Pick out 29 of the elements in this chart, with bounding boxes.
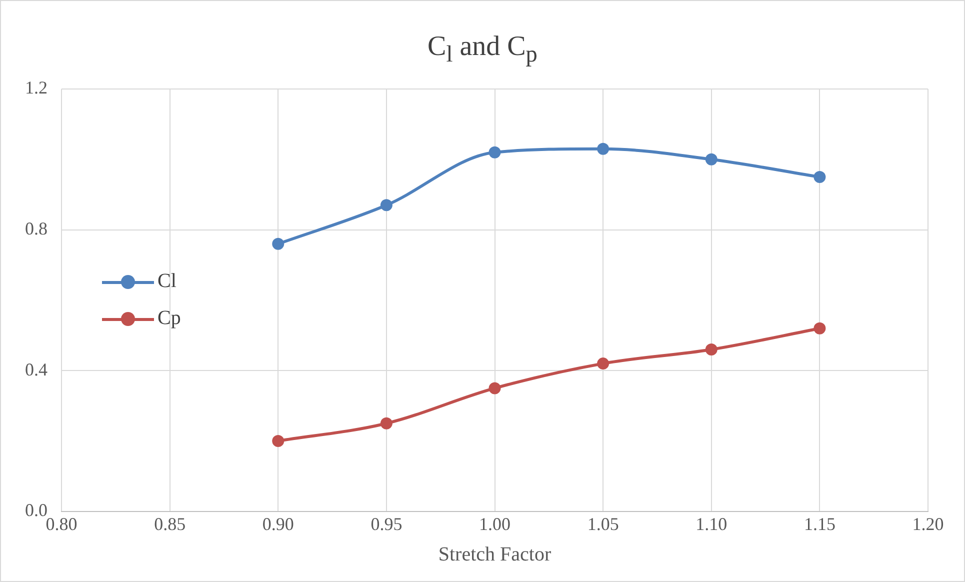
y-tick-label: 0.4 bbox=[25, 359, 48, 380]
point bbox=[814, 171, 826, 183]
point bbox=[705, 343, 718, 356]
point bbox=[380, 417, 392, 430]
y-tick-label: 0.8 bbox=[25, 218, 48, 239]
legend-label: Cp bbox=[158, 307, 181, 330]
x-tick-label: 0.95 bbox=[370, 514, 402, 534]
x-tick-label: 0.85 bbox=[154, 514, 186, 534]
chart-title: C$_{l}$ and C$_{p}$ bbox=[426, 31, 538, 69]
point bbox=[597, 358, 610, 370]
point bbox=[488, 146, 501, 158]
point bbox=[597, 142, 610, 155]
point bbox=[380, 199, 392, 212]
point bbox=[272, 435, 284, 447]
x-tick-label: 0.90 bbox=[262, 514, 294, 534]
x-axis-title: Stretch Factor bbox=[438, 543, 552, 566]
point bbox=[488, 382, 501, 394]
x-tick-label: 1.20 bbox=[912, 514, 944, 534]
x-tick-label: 0.80 bbox=[46, 514, 78, 534]
y-tick-label: 0.0 bbox=[25, 500, 48, 520]
point bbox=[272, 238, 284, 250]
x-tick-label: 1.10 bbox=[696, 514, 728, 534]
x-tick-label: 1.00 bbox=[479, 514, 510, 534]
x-tick-label: 1.05 bbox=[587, 514, 619, 534]
legend-label: Cl bbox=[158, 270, 176, 294]
x-tick-label: 1.15 bbox=[804, 514, 836, 534]
point bbox=[705, 153, 718, 166]
y-tick-label: 1.2 bbox=[25, 78, 48, 98]
point bbox=[814, 322, 826, 334]
